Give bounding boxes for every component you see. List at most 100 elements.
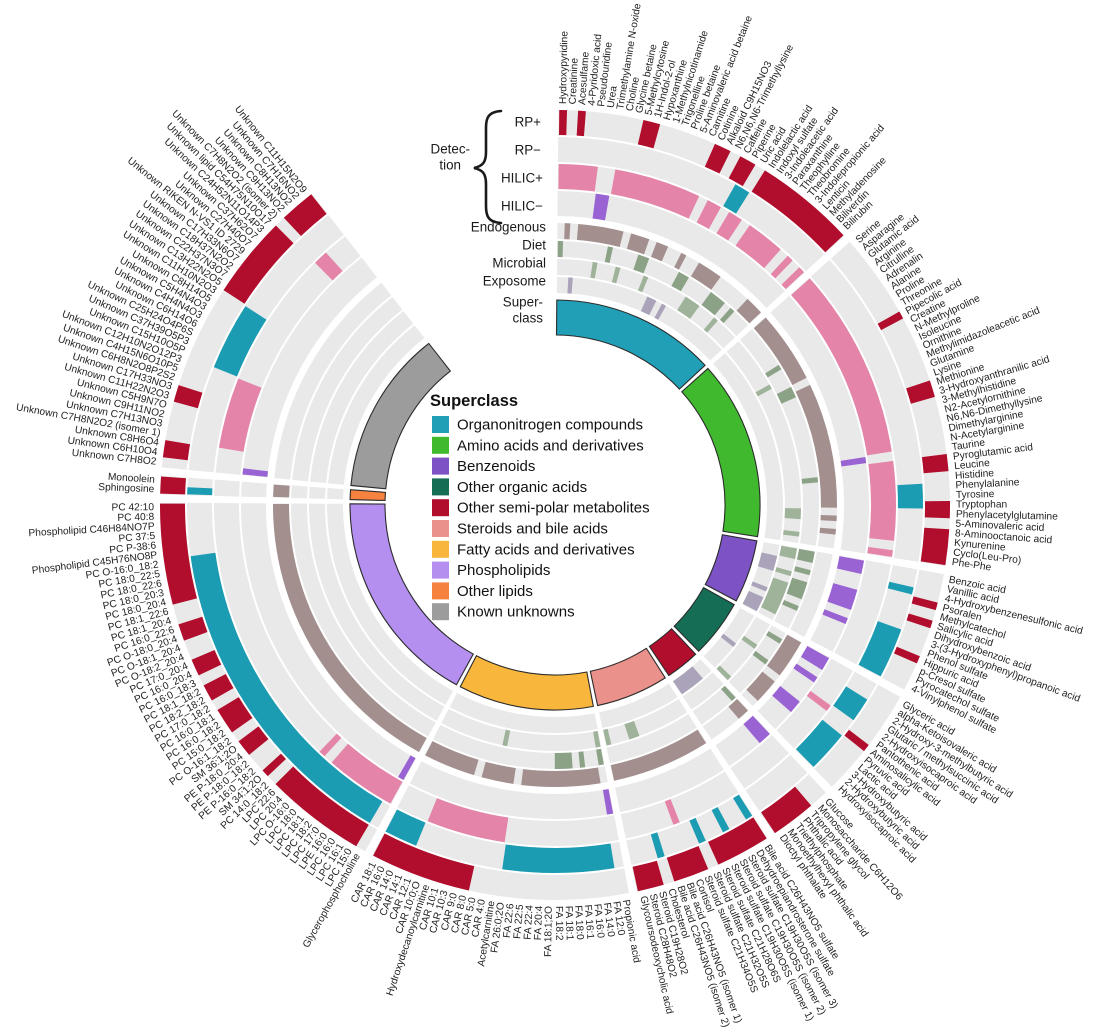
track-exposome bbox=[703, 608, 755, 668]
segment-microbial bbox=[593, 731, 601, 748]
segment-rp_neg bbox=[795, 719, 842, 767]
track-exposome bbox=[449, 692, 598, 734]
metabolite-label: Kynurenine bbox=[954, 538, 1007, 554]
segment-rp_neg bbox=[897, 483, 923, 509]
legend-entry-label: Amino acids and derivatives bbox=[457, 437, 644, 454]
segment-hilic_neg bbox=[827, 583, 858, 611]
segment-microbial bbox=[637, 275, 649, 293]
segment-diet bbox=[776, 386, 797, 404]
track-hilic_neg bbox=[242, 257, 378, 478]
legend: Superclass Organonitrogen compounds Amino … bbox=[430, 392, 650, 621]
segment-rp_neg bbox=[213, 306, 267, 377]
metabolite-label: Monoolein bbox=[108, 472, 156, 486]
segment-microbial bbox=[741, 635, 758, 649]
track-diet bbox=[692, 685, 737, 725]
segment-rp_neg bbox=[858, 621, 902, 677]
segment-rp_pos bbox=[920, 527, 950, 566]
segment-hilic_pos bbox=[770, 255, 793, 279]
segment-diet bbox=[721, 685, 736, 702]
track-endogenous bbox=[790, 551, 833, 637]
superclass-arc bbox=[555, 299, 706, 390]
metabolite-label: 5-Aminovaleric acid bbox=[955, 519, 1045, 534]
ring-segments bbox=[159, 110, 951, 892]
segment-microbial bbox=[603, 728, 612, 746]
segment-hilic_pos bbox=[781, 267, 805, 290]
track-microbial bbox=[682, 672, 724, 710]
superclass-arc bbox=[349, 489, 387, 502]
superclass-arc bbox=[648, 627, 697, 677]
segment-diet bbox=[766, 631, 783, 644]
segment-endogenous bbox=[521, 767, 601, 788]
metabolite-label: FA 18:1;2O bbox=[543, 906, 555, 957]
segment-rp_pos bbox=[559, 110, 568, 136]
metabolite-label: FA 16:0 bbox=[591, 903, 606, 939]
legend-swatch bbox=[432, 416, 449, 433]
superclass-arc bbox=[673, 586, 735, 652]
segment-hilic_pos bbox=[218, 378, 262, 452]
metabolite-label: FA 12:0 bbox=[610, 900, 626, 936]
segment-microbial bbox=[703, 317, 718, 333]
segment-exposome bbox=[751, 581, 768, 592]
segment-rp_pos bbox=[178, 616, 208, 641]
segment-rp_pos bbox=[191, 649, 222, 676]
track-exposome bbox=[556, 277, 722, 361]
superclass-arc bbox=[459, 655, 595, 711]
segment-rp_pos bbox=[262, 753, 286, 777]
legend-entry: Steroids and bile acids bbox=[432, 520, 608, 538]
track-exposome bbox=[328, 325, 425, 485]
track-hilic_neg bbox=[409, 761, 614, 820]
segment-rp_pos bbox=[159, 503, 197, 605]
segment-endogenous bbox=[820, 515, 837, 522]
legend-title: Superclass bbox=[430, 392, 518, 410]
segment-hilic_pos bbox=[319, 733, 342, 757]
segment-hilic_neg bbox=[840, 456, 867, 467]
segment-endogenous bbox=[753, 317, 807, 385]
segment-microbial bbox=[783, 530, 800, 537]
segment-endogenous bbox=[481, 761, 516, 784]
superclass-ring bbox=[349, 299, 761, 711]
segment-hilic_pos bbox=[664, 799, 680, 825]
segment-exposome bbox=[757, 552, 778, 571]
segment-endogenous bbox=[576, 223, 624, 247]
legend-entry-label: Other semi-polar metabolites bbox=[457, 500, 650, 517]
segment-diet bbox=[604, 246, 614, 264]
segment-endogenous bbox=[626, 233, 650, 255]
track-rp_pos bbox=[882, 569, 944, 690]
metabolite-label: Taurine bbox=[951, 438, 986, 454]
metabolite-label: PC P-38:6 bbox=[109, 540, 157, 556]
segment-exposome bbox=[742, 590, 764, 612]
segment-diet bbox=[554, 752, 573, 769]
segment-hilic_pos bbox=[867, 546, 893, 557]
legend-entry-label: Fatty acids and derivatives bbox=[457, 541, 635, 558]
segment-diet bbox=[719, 307, 735, 324]
segment-diet bbox=[578, 751, 586, 768]
segment-hilic_pos bbox=[331, 743, 403, 804]
segment-hilic_neg bbox=[398, 755, 416, 781]
segment-rp_pos bbox=[728, 156, 756, 187]
legend-entry: Fatty acids and derivatives bbox=[432, 540, 635, 558]
track-hilic_pos bbox=[214, 479, 240, 497]
segment-hilic_pos bbox=[558, 164, 598, 192]
track-diet bbox=[290, 503, 436, 737]
segment-rp_neg bbox=[689, 817, 706, 844]
segment-hilic_neg bbox=[242, 468, 268, 477]
legend-entry: Amino acids and derivatives bbox=[432, 436, 644, 454]
detection-group-label: tion bbox=[439, 158, 461, 173]
segment-hilic_pos bbox=[791, 278, 892, 456]
legend-entry-label: Steroids and bile acids bbox=[457, 521, 608, 538]
segment-rp_neg bbox=[190, 552, 383, 823]
segment-endogenous bbox=[564, 223, 571, 240]
segment-rp_pos bbox=[637, 120, 661, 149]
metabolite-label: PC 42:10 bbox=[111, 502, 154, 513]
segment-rp_pos bbox=[911, 596, 938, 611]
segment-hilic_pos bbox=[696, 200, 721, 229]
segment-exposome bbox=[720, 633, 737, 648]
metabolite-label: Sphingosine bbox=[98, 482, 155, 495]
segment-rp_pos bbox=[275, 766, 369, 847]
ring-label-diet: Diet bbox=[522, 238, 546, 253]
segment-endogenous bbox=[650, 242, 669, 262]
segment-diet bbox=[782, 599, 799, 611]
segment-rp_neg bbox=[385, 809, 426, 846]
segment-rp_neg bbox=[733, 794, 753, 820]
